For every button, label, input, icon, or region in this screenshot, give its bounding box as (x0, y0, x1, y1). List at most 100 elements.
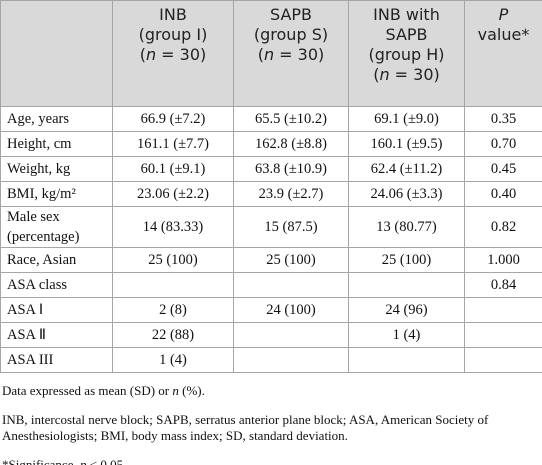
cell: 0.35 (464, 106, 542, 132)
italic-text: n (172, 383, 179, 398)
cell: 161.1 (±7.7) (112, 131, 234, 157)
cell: 1.000 (464, 247, 542, 273)
cell: 2 (8) (112, 297, 234, 323)
text: (group I) (138, 25, 208, 44)
italic-text: n (379, 65, 390, 84)
cell (233, 272, 349, 298)
row-label: ASA III (0, 347, 113, 373)
cell: 23.9 (±2.7) (233, 181, 349, 207)
text: ( (373, 65, 380, 84)
text: (%). (178, 383, 205, 398)
table-body: Age, years 66.9 (±7.2) 65.5 (±10.2) 69.1 (±… (0, 106, 542, 373)
cell: 162.8 (±8.8) (233, 131, 349, 157)
header-line: value* (471, 25, 536, 45)
table-row: ASA III 1 (4) (0, 347, 542, 373)
italic-text: P (498, 5, 509, 24)
text: SAPB (269, 5, 313, 24)
header-line: SAPB (355, 25, 458, 45)
table-row: Weight, kg 60.1 (±9.1) 63.8 (±10.9) 62.4 (±… (0, 156, 542, 182)
cell: 25 (100) (348, 247, 465, 273)
italic-text: p (79, 457, 87, 465)
text: ( (139, 45, 146, 64)
cell: 0.70 (464, 131, 542, 157)
header-line: INB (119, 5, 227, 25)
header-line: (n = 30) (240, 45, 342, 65)
table-row: Height, cm 161.1 (±7.7) 162.8 (±8.8) 160.1 … (0, 131, 542, 157)
cell (233, 347, 349, 373)
text: INB with (373, 5, 440, 24)
text: (group S) (253, 25, 329, 44)
text: = 30) (156, 45, 207, 64)
data-table: INB (group I) (n = 30) SAPB (group S) (n = 30… (0, 0, 542, 373)
row-label: BMI, kg/m² (0, 181, 113, 207)
cell: 66.9 (±7.2) (112, 106, 234, 132)
cell: 65.5 (±10.2) (233, 106, 349, 132)
header-cell (0, 0, 113, 107)
cell (464, 297, 542, 323)
row-label: ASA class (0, 272, 113, 298)
cell (233, 322, 349, 348)
header-line: SAPB (240, 5, 342, 25)
header-cell: SAPB (group S) (n = 30) (233, 0, 349, 107)
text: INB, intercostal nerve block; SAPB, serr… (2, 412, 489, 443)
cell: 160.1 (±9.5) (348, 131, 465, 157)
cell: 24.06 (±3.3) (348, 181, 465, 207)
text: Data expressed as mean (SD) or (2, 383, 173, 398)
header-cell: INB with SAPB (group H) (n = 30) (348, 0, 465, 107)
header-line: INB with (355, 5, 458, 25)
cell (464, 322, 542, 348)
cell: 24 (96) (348, 297, 465, 323)
cell: 0.82 (464, 206, 542, 248)
cell: 1 (4) (112, 347, 234, 373)
row-label: ASA Ⅱ (0, 322, 113, 348)
text: = 30) (389, 65, 440, 84)
text: INB (159, 5, 187, 24)
row-label: Height, cm (0, 131, 113, 157)
cell: 24 (100) (233, 297, 349, 323)
table-row: ASA class 0.84 (0, 272, 542, 298)
row-label: Age, years (0, 106, 113, 132)
cell: 0.45 (464, 156, 542, 182)
cell: 0.84 (464, 272, 542, 298)
text: (group H) (368, 45, 445, 64)
row-label: Male sex (percentage) (0, 206, 113, 248)
cell: 0.40 (464, 181, 542, 207)
header-cell: INB (group I) (n = 30) (112, 0, 234, 107)
table-row: BMI, kg/m² 23.06 (±2.2) 23.9 (±2.7) 24.06 (… (0, 181, 542, 207)
footnotes: Data expressed as mean (SD) or n (%). INB… (0, 373, 542, 465)
header-line: (group H) (355, 45, 458, 65)
italic-text: n (145, 45, 157, 64)
header-line: (n = 30) (119, 45, 227, 65)
footnote: INB, intercostal nerve block; SAPB, serr… (2, 412, 540, 444)
header-line: (n = 30) (355, 65, 458, 85)
header-line: P (471, 5, 536, 25)
cell: 60.1 (±9.1) (112, 156, 234, 182)
cell (112, 272, 234, 298)
footnote: *Significance, p < 0.05. (2, 457, 540, 465)
table-row: ASA Ⅱ 22 (88) 1 (4) (0, 322, 542, 348)
cell: 62.4 (±11.2) (348, 156, 465, 182)
header-line: (group S) (240, 25, 342, 45)
table-row: Male sex (percentage) 14 (83.33) 15 (87.5)… (0, 206, 542, 248)
text: ( (257, 45, 264, 64)
cell: 13 (80.77) (348, 206, 465, 248)
text: *Significance, (2, 457, 80, 465)
table-header: INB (group I) (n = 30) SAPB (group S) (n = 30… (0, 0, 542, 107)
cell (464, 347, 542, 373)
table-row: Race, Asian 25 (100) 25 (100) 25 (100) 1.000 (0, 247, 542, 273)
table-row: Age, years 66.9 (±7.2) 65.5 (±10.2) 69.1 (±… (0, 106, 542, 132)
header-row: INB (group I) (n = 30) SAPB (group S) (n = 30… (0, 0, 542, 107)
cell: 14 (83.33) (112, 206, 234, 248)
row-label: Race, Asian (0, 247, 113, 273)
text: value* (477, 25, 530, 44)
cell: 25 (100) (233, 247, 349, 273)
cell: 69.1 (±9.0) (348, 106, 465, 132)
cell (348, 347, 465, 373)
text: SAPB (385, 25, 428, 44)
row-label: Weight, kg (0, 156, 113, 182)
cell: 23.06 (±2.2) (112, 181, 234, 207)
cell: 15 (87.5) (233, 206, 349, 248)
